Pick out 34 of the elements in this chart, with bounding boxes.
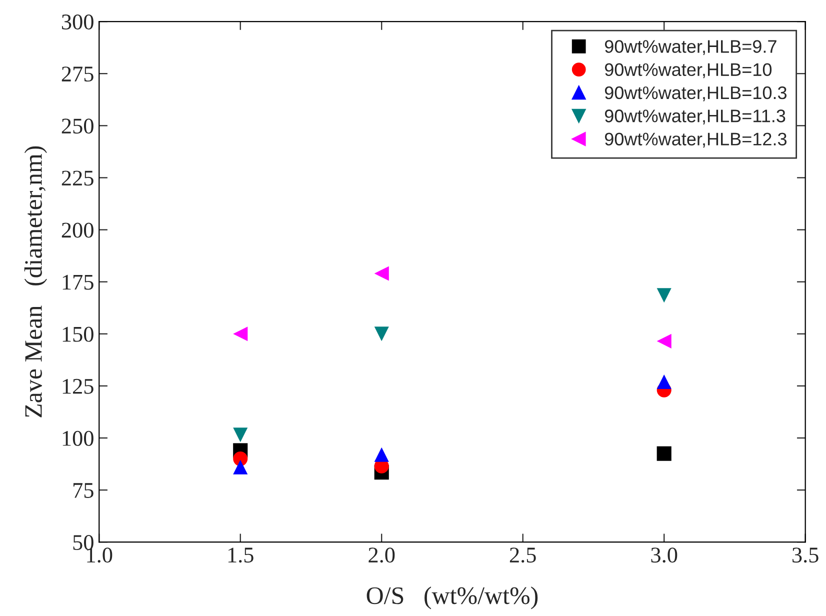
point: [656, 374, 672, 390]
point: [656, 334, 672, 348]
x-tick-label: 1.5: [228, 548, 254, 563]
y-tick-label: 250: [62, 118, 94, 134]
y-tick-label: 200: [62, 222, 94, 238]
y-tick-label: 225: [62, 170, 94, 186]
x-axis-title: O/S (wt%/wt%): [366, 586, 538, 610]
y-tick-label: 275: [62, 66, 94, 82]
legend-label: 90wt%water,HLB=12.3: [604, 132, 787, 148]
point: [656, 446, 672, 461]
x-tick-label: 3.5: [792, 548, 818, 563]
y-axis-title: Zave Mean (diameter,nm): [24, 146, 48, 418]
y-tick-label: 150: [62, 326, 94, 342]
y-tick-label: 100: [62, 430, 94, 446]
x-tick-label: 3.0: [651, 548, 678, 563]
y-tick-label: 75: [74, 483, 94, 498]
x-tick-label: 2.5: [510, 548, 536, 563]
point: [374, 326, 389, 342]
point: [374, 447, 389, 462]
point: [233, 460, 248, 474]
x-tick-label: 2.0: [368, 548, 395, 563]
legend-label: 90wt%water,HLB=10: [604, 63, 772, 78]
legend-label: 90wt%water,HLB=9.7: [604, 40, 776, 56]
point: [233, 326, 248, 342]
y-tick-label: 125: [62, 378, 94, 394]
legend-label: 90wt%water,HLB=10.3: [604, 86, 787, 102]
point: [233, 428, 248, 442]
y-tick-label: 175: [62, 274, 94, 290]
x-tick-label: 1.0: [87, 548, 112, 563]
legend-label: 90wt%water,HLB=11.3: [604, 110, 786, 124]
y-tick-label: 300: [62, 14, 94, 30]
point: [374, 266, 389, 281]
point: [656, 288, 672, 303]
y-tick-label: 50: [73, 535, 94, 550]
